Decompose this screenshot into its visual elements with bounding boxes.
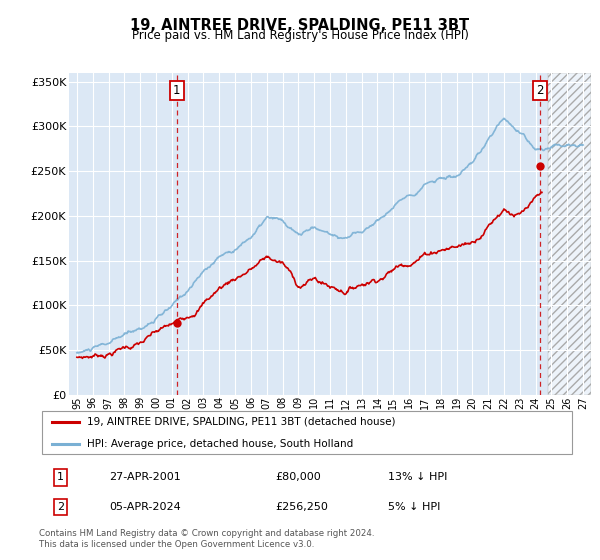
Text: 5% ↓ HPI: 5% ↓ HPI xyxy=(388,502,440,512)
Text: 19, AINTREE DRIVE, SPALDING, PE11 3BT (detached house): 19, AINTREE DRIVE, SPALDING, PE11 3BT (d… xyxy=(88,417,396,427)
FancyBboxPatch shape xyxy=(41,410,572,455)
Text: £80,000: £80,000 xyxy=(275,473,321,483)
Text: HPI: Average price, detached house, South Holland: HPI: Average price, detached house, Sout… xyxy=(88,438,353,449)
Text: 13% ↓ HPI: 13% ↓ HPI xyxy=(388,473,448,483)
Text: £256,250: £256,250 xyxy=(275,502,328,512)
Text: 27-APR-2001: 27-APR-2001 xyxy=(109,473,181,483)
Text: Contains HM Land Registry data © Crown copyright and database right 2024.
This d: Contains HM Land Registry data © Crown c… xyxy=(39,529,374,549)
Bar xyxy=(548,73,591,395)
Text: Price paid vs. HM Land Registry's House Price Index (HPI): Price paid vs. HM Land Registry's House … xyxy=(131,29,469,42)
Text: 19, AINTREE DRIVE, SPALDING, PE11 3BT: 19, AINTREE DRIVE, SPALDING, PE11 3BT xyxy=(130,18,470,33)
Text: 05-APR-2024: 05-APR-2024 xyxy=(109,502,181,512)
Text: 2: 2 xyxy=(536,84,544,97)
Text: 1: 1 xyxy=(57,473,64,483)
Bar xyxy=(548,73,591,395)
Text: 1: 1 xyxy=(173,84,181,97)
Text: 2: 2 xyxy=(57,502,64,512)
